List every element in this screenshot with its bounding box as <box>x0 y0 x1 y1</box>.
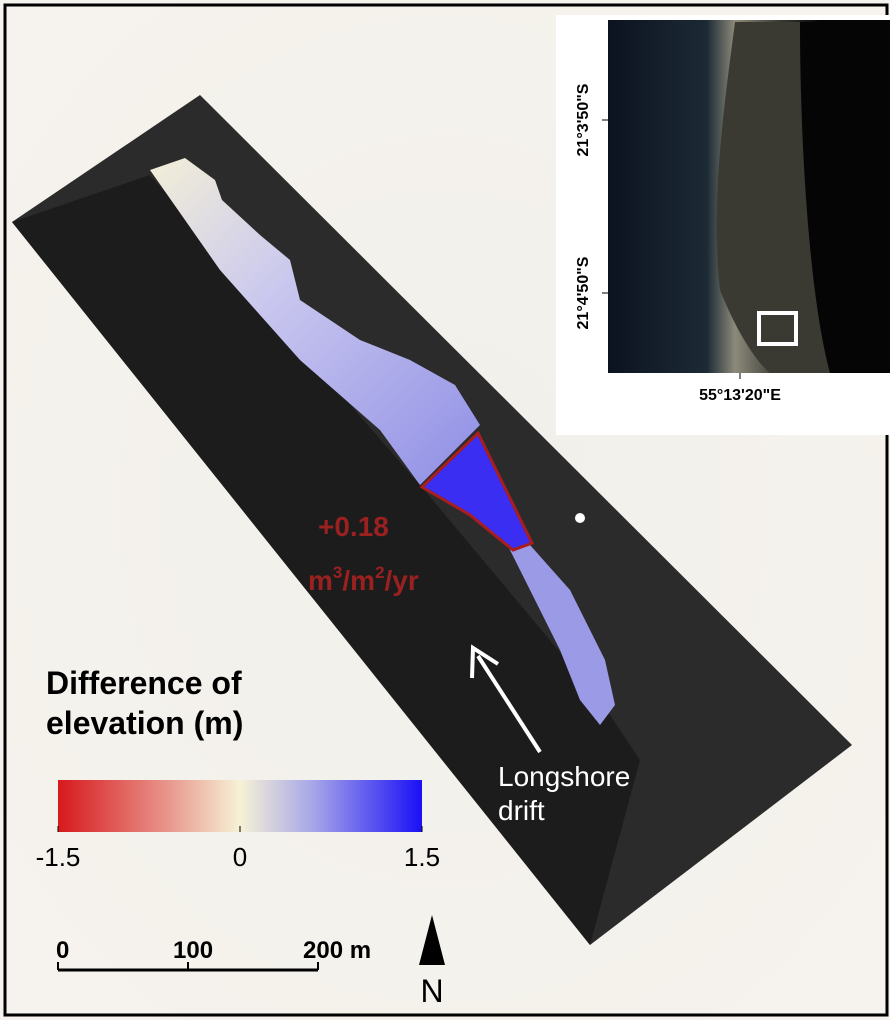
drift-label: Longshore <box>498 761 630 792</box>
colorbar-tick-label: -1.5 <box>36 842 81 872</box>
scale-label: 0 <box>56 937 69 964</box>
roof-spot <box>575 513 585 523</box>
colorbar <box>58 780 422 832</box>
colorbar-tick-label: 0 <box>233 842 247 872</box>
inset-lon-label: 55°13'20"E <box>699 387 781 404</box>
unit-part: /m <box>342 565 375 596</box>
scale-label: 100 <box>173 937 213 964</box>
unit-part: /yr <box>385 565 419 596</box>
accretion-unit: m3/m2/yr <box>308 563 419 596</box>
legend-title: Difference of <box>46 665 242 701</box>
unit-exponent: 2 <box>375 563 384 582</box>
drift-label: drift <box>498 795 545 826</box>
colorbar-tick-label: 1.5 <box>404 842 440 872</box>
inset-lat-label: 21°4'50"S <box>575 256 592 329</box>
legend-title: elevation (m) <box>46 705 243 741</box>
accretion-value: +0.18 <box>318 511 389 542</box>
north-label: N <box>420 973 443 1009</box>
unit-part: m <box>308 565 333 596</box>
inset-lat-label: 21°3'50"S <box>575 83 592 156</box>
map-figure: +0.18 m3/m2/yr Longshore drift 21°3'50"S… <box>0 0 890 1020</box>
scale-label: 200 m <box>303 937 371 964</box>
unit-exponent: 3 <box>333 563 342 582</box>
